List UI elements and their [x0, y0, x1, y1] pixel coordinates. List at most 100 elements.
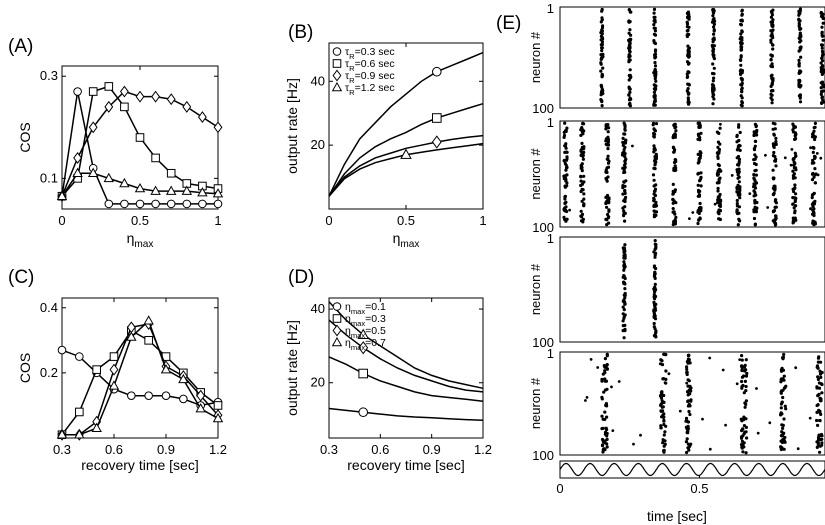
spike	[812, 146, 816, 150]
y-tick-label-D: 20	[311, 375, 325, 390]
spike	[819, 412, 823, 416]
spike	[772, 132, 776, 136]
y-axis-label-B: output rate [Hz]	[284, 78, 300, 174]
background-spike	[756, 431, 760, 435]
spike	[654, 302, 658, 306]
spike	[622, 248, 626, 252]
spike	[605, 445, 609, 449]
data-point-A-triangle	[119, 177, 130, 188]
raster-1: 1 100 neuron #	[528, 1, 825, 116]
spike	[821, 52, 825, 57]
spike	[797, 80, 801, 85]
spike	[711, 95, 715, 99]
legend-entry-B-post: =0.9 sec	[355, 70, 395, 82]
spike	[711, 14, 715, 18]
x-axis-label-B: ηmax	[393, 230, 420, 250]
spike	[685, 430, 689, 435]
spike	[769, 15, 774, 19]
spike	[674, 215, 678, 219]
spike	[652, 131, 656, 136]
spike	[810, 178, 815, 182]
x-tick-label-C: 1.2	[209, 442, 227, 457]
spike	[793, 137, 797, 141]
spike	[812, 129, 816, 133]
spike	[799, 55, 803, 59]
spike	[563, 195, 567, 199]
spike	[740, 386, 744, 390]
spike	[622, 274, 626, 278]
spike	[622, 308, 626, 312]
spike	[565, 126, 569, 130]
spike	[606, 140, 611, 144]
spike	[752, 133, 756, 138]
data-point-A-circle	[198, 199, 207, 209]
spike	[563, 201, 567, 205]
spike	[623, 205, 627, 209]
spike	[562, 215, 566, 219]
panel-label-A: (A)	[8, 36, 33, 57]
data-point-C-triangle	[91, 422, 102, 432]
spike-burst	[652, 239, 658, 339]
spike	[580, 199, 584, 203]
spike-burst	[562, 121, 569, 223]
spike	[653, 77, 657, 81]
spike	[813, 199, 817, 203]
spike	[781, 423, 785, 427]
data-point-C-square	[109, 352, 119, 361]
spike	[740, 367, 744, 371]
spike	[752, 176, 756, 180]
spike	[623, 265, 627, 269]
legend-entry-D: ηmax=0.1	[345, 301, 386, 316]
spike	[798, 48, 802, 52]
spike	[792, 189, 796, 194]
series-line-C-square	[61, 329, 219, 436]
series-line-D-circle	[328, 407, 484, 422]
x-tick-label-B: 0	[325, 213, 332, 228]
spike	[673, 190, 677, 194]
series-line-D-square	[328, 356, 484, 402]
spike	[716, 145, 720, 149]
spike	[606, 212, 610, 217]
series-line-C-circle	[61, 349, 219, 407]
raster-y-label-top: 1	[547, 115, 554, 130]
spike	[653, 48, 658, 52]
spike	[622, 132, 626, 136]
spike	[737, 161, 741, 165]
spike	[685, 450, 689, 455]
spike	[711, 9, 716, 14]
spike	[653, 20, 657, 24]
spike	[779, 406, 783, 410]
spike-burst	[627, 8, 633, 108]
spike	[623, 291, 627, 296]
raster-y-label-bottom: 100	[532, 101, 554, 116]
spike	[621, 299, 625, 303]
background-spike	[719, 169, 723, 173]
spike	[770, 13, 775, 17]
spike	[662, 450, 666, 454]
spike	[623, 323, 627, 327]
spike	[653, 290, 657, 294]
spike	[740, 12, 744, 16]
spike	[745, 371, 749, 375]
spike	[653, 95, 657, 99]
spike	[812, 223, 816, 227]
spike	[740, 30, 744, 34]
spike	[771, 210, 776, 214]
spike	[672, 150, 676, 154]
background-spike	[611, 429, 615, 432]
spike	[604, 168, 608, 172]
data-point-A-square	[135, 133, 145, 142]
spike-burst	[797, 7, 803, 104]
spike	[813, 121, 818, 125]
spike	[654, 210, 659, 214]
spike	[581, 151, 585, 155]
spike	[696, 183, 700, 187]
spike	[743, 405, 747, 409]
axes-frame-C	[61, 297, 219, 439]
legend-entry-B-sub: R	[349, 76, 355, 85]
spike	[793, 209, 797, 213]
spike	[605, 434, 609, 438]
background-spike	[713, 202, 717, 206]
spike	[812, 175, 816, 179]
